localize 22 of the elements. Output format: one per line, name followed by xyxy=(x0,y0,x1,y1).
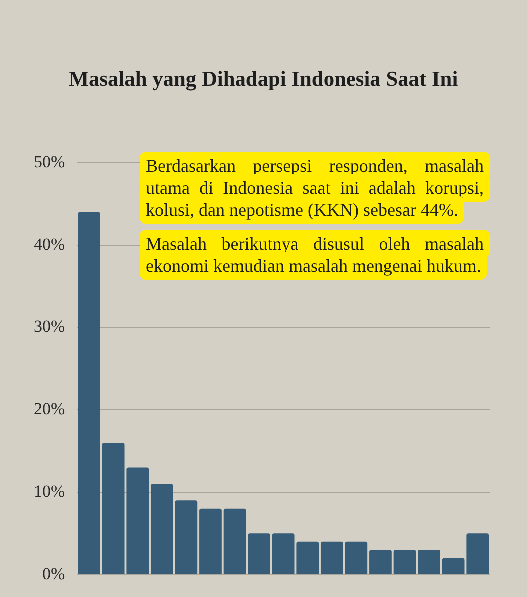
bar xyxy=(248,534,270,574)
y-tick-label: 50% xyxy=(34,152,66,172)
y-tick-label: 20% xyxy=(34,400,66,419)
bar xyxy=(78,212,100,574)
bar xyxy=(370,550,392,574)
y-tick-label: 10% xyxy=(34,482,66,501)
bar xyxy=(320,542,344,574)
annotation: Berdasarkan persepsi responden, masalah utama di Indonesia saat ini adalah korupsi, kolusi, dan nepotisme (KKN) sebesar 44%. xyxy=(140,152,490,224)
bar xyxy=(224,508,246,574)
bar xyxy=(345,542,368,574)
annotation: Masalah berikutnya disusul oleh masalah ekonomi kemudian masalah mengenai hukum. xyxy=(140,230,490,280)
bar xyxy=(394,550,416,574)
y-tick-label: 30% xyxy=(34,317,66,336)
bar xyxy=(200,508,222,574)
bar xyxy=(466,534,490,574)
bar xyxy=(150,484,174,574)
bar xyxy=(175,500,198,574)
bar xyxy=(442,558,465,574)
y-tick-label: 40% xyxy=(34,234,66,254)
bar xyxy=(418,550,440,574)
chart-title: Masalah yang Dihadapi Indonesia Saat Ini xyxy=(68,66,460,92)
y-tick-label: 0% xyxy=(42,564,66,584)
